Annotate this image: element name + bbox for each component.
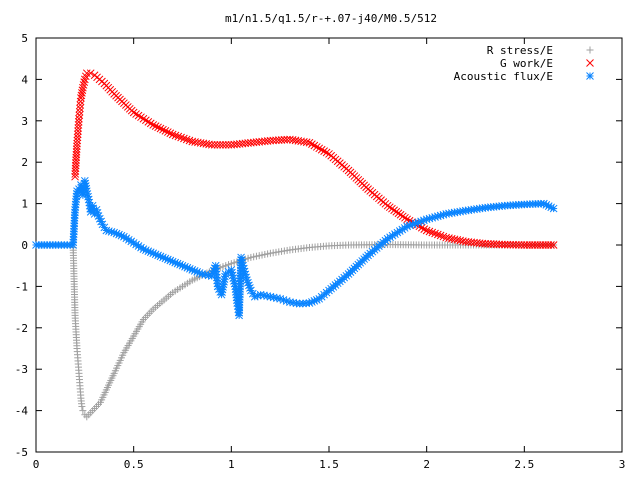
data-point: [317, 145, 326, 154]
data-point: [73, 130, 82, 139]
data-point: [74, 117, 83, 126]
data-point: [549, 204, 558, 213]
data-point: [86, 69, 95, 78]
data-point: [168, 130, 177, 139]
data-point: [417, 223, 426, 232]
data-point: [431, 229, 439, 238]
data-point: [73, 136, 82, 145]
data-point: [302, 138, 311, 147]
series-2: [71, 69, 558, 249]
data-point: [322, 148, 331, 157]
y-tick-label: 5: [21, 32, 28, 45]
data-point: [308, 140, 316, 148]
data-point: [74, 124, 83, 132]
x-tick-label: 0.5: [124, 458, 144, 471]
data-point: [420, 225, 429, 233]
y-tick-label: -4: [15, 405, 29, 418]
data-point: [395, 227, 404, 235]
data-point: [73, 139, 81, 148]
data-point: [78, 402, 86, 410]
data-point: [73, 133, 82, 142]
data-point: [80, 78, 89, 87]
legend-label: Acoustic flux/E: [454, 70, 553, 83]
data-point: [213, 140, 222, 149]
series-1: [32, 241, 558, 421]
data-point: [75, 107, 84, 116]
data-point: [439, 232, 448, 241]
x-tick-label: 2: [423, 458, 430, 471]
x-tick-label: 2.5: [514, 458, 534, 471]
data-point: [509, 240, 518, 249]
y-tick-label: -5: [15, 446, 28, 459]
data-point: [149, 121, 158, 129]
data-point: [161, 127, 170, 135]
data-point: [74, 127, 82, 136]
legend-marker: [586, 46, 594, 54]
y-tick-label: 1: [21, 198, 28, 211]
data-point: [174, 132, 183, 141]
data-point: [512, 240, 520, 249]
data-point: [74, 121, 83, 129]
data-point: [156, 124, 165, 133]
data-point: [171, 131, 180, 140]
data-point: [428, 228, 437, 237]
data-point: [159, 125, 167, 134]
series-3: [32, 176, 558, 320]
data-point: [310, 141, 319, 150]
data-point: [79, 407, 87, 415]
data-point: [500, 240, 509, 249]
data-point: [82, 69, 91, 78]
x-tick-label: 1: [228, 458, 235, 471]
data-point: [180, 134, 188, 143]
data-point: [506, 240, 515, 249]
data-point: [305, 138, 314, 147]
data-point: [185, 136, 194, 145]
data-point: [154, 123, 162, 132]
data-point: [216, 140, 225, 149]
data-point: [182, 135, 191, 144]
x-tick-label: 0: [33, 458, 40, 471]
data-point: [75, 111, 84, 120]
legend-label: G work/E: [500, 57, 553, 70]
y-tick-label: 0: [21, 239, 28, 252]
data-point: [207, 140, 216, 149]
data-point: [315, 144, 324, 153]
y-tick-label: -2: [15, 322, 28, 335]
legend-label: R stress/E: [487, 44, 553, 57]
data-point: [177, 133, 185, 142]
data-point: [76, 101, 85, 109]
data-point: [422, 226, 431, 235]
data-point: [75, 114, 83, 123]
data-point: [163, 128, 172, 136]
data-point: [151, 122, 160, 130]
y-tick-label: -3: [15, 363, 28, 376]
data-point: [514, 241, 523, 249]
data-point: [320, 147, 328, 155]
data-point: [517, 241, 526, 249]
legend-marker: [586, 72, 594, 80]
data-point: [312, 143, 321, 151]
data-point: [210, 140, 219, 149]
data-point: [498, 240, 506, 249]
data-point: [76, 104, 84, 113]
x-tick-label: 3: [619, 458, 626, 471]
data-point: [219, 140, 227, 149]
y-tick-label: 3: [21, 115, 28, 128]
x-tick-label: 1.5: [319, 458, 339, 471]
y-tick-label: 2: [21, 156, 28, 169]
legend-marker: [586, 59, 594, 67]
data-point: [166, 129, 175, 138]
data-point: [73, 142, 81, 151]
y-tick-label: 4: [21, 73, 28, 86]
y-tick-label: -1: [15, 280, 28, 293]
data-point: [547, 241, 555, 249]
data-point: [436, 231, 445, 240]
data-point: [433, 230, 442, 239]
data-point: [503, 240, 512, 249]
data-point: [221, 140, 230, 149]
data-point: [425, 227, 434, 236]
chart-title: m1/n1.5/q1.5/r-+.07-j40/M0.5/512: [225, 12, 437, 25]
data-point: [549, 241, 558, 249]
